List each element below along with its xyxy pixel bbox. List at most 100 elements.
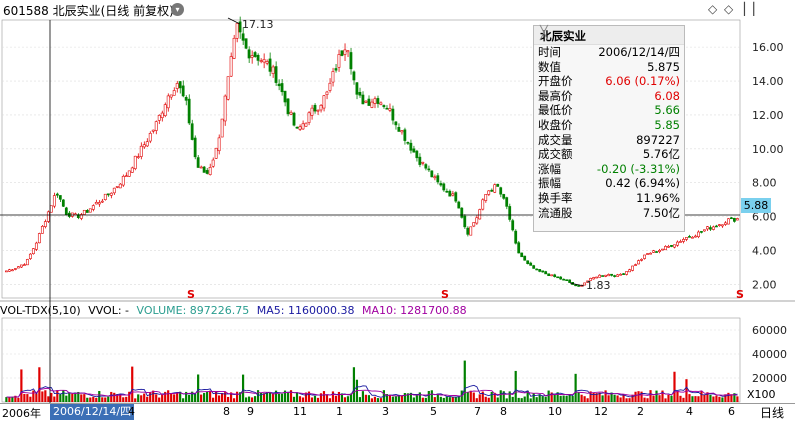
volume-bar (185, 391, 188, 402)
volume-bar (667, 394, 670, 402)
candle-body (718, 224, 721, 226)
volume-bar (50, 392, 53, 402)
candle-body (328, 82, 332, 91)
candle-body (688, 236, 691, 238)
candle-body (349, 52, 353, 70)
candle-body (691, 236, 694, 239)
candle-body (394, 121, 398, 126)
volume-bar (194, 393, 197, 402)
volume-bar (664, 398, 667, 402)
candle-body (28, 253, 32, 259)
volume-bar (640, 391, 643, 402)
candle-body (358, 91, 362, 96)
candle-body (244, 38, 248, 49)
chevron-down-icon[interactable]: ▾ (171, 3, 184, 16)
volume-bar (280, 393, 284, 402)
info-row: 最低价 5.66 (534, 103, 684, 118)
candle-body (370, 101, 374, 108)
candle-body (640, 259, 643, 261)
candle-body (625, 271, 628, 275)
candle-body (712, 226, 715, 230)
candle-body (433, 176, 437, 179)
candle-body (391, 108, 395, 121)
volume-bar (218, 395, 221, 402)
info-row: 成交量 897227 (534, 133, 684, 148)
candle-body (5, 270, 8, 273)
year-label: 2006年 (2, 407, 41, 420)
candle-body (280, 83, 284, 93)
candle-body (502, 194, 506, 199)
candle-body (355, 82, 359, 95)
volume-bar (119, 394, 122, 402)
volume-bar (598, 392, 601, 402)
info-row: 振幅 0.42 (6.94%) (534, 176, 684, 191)
volume-bar (20, 369, 23, 402)
candle-body (352, 71, 356, 81)
candle-body (91, 205, 95, 210)
volume-bar (499, 390, 502, 402)
volume-bar (730, 394, 733, 402)
candle-body (562, 278, 566, 281)
panel-toggle-icon[interactable]: ▏▏ (744, 2, 763, 16)
info-row-key: 成交额 (538, 147, 573, 162)
candle-body (592, 277, 595, 280)
candle-body (109, 192, 113, 196)
volume-bar (95, 397, 98, 402)
volume-bar (658, 395, 661, 402)
volume-bar (68, 392, 71, 402)
volume-bar (655, 390, 658, 402)
volume-bar (463, 360, 466, 402)
candle-body (232, 37, 236, 59)
volume-bar (32, 390, 35, 402)
candle-body (373, 98, 377, 104)
month-tick: 5 (430, 405, 437, 418)
candle-body (601, 275, 604, 277)
candle-body (436, 175, 440, 183)
candle-body (361, 94, 365, 105)
candle-body (595, 276, 598, 279)
candle-body (46, 211, 50, 222)
volume-bar (619, 397, 622, 402)
period-label[interactable]: 日线 (760, 406, 785, 420)
candle-body (457, 201, 461, 209)
month-tick: 4 (128, 405, 135, 418)
volume-bar (221, 393, 224, 402)
candle-body (88, 208, 92, 213)
volume-bar (388, 395, 391, 402)
volume-bar (361, 391, 365, 402)
volume-bar (604, 390, 607, 402)
diamond-outline-icon[interactable]: ◇ (724, 2, 734, 16)
candle-body (364, 100, 368, 103)
volume-bar (59, 394, 62, 402)
indicator-name[interactable]: VOL-TDX(5,10) (0, 304, 81, 317)
candle-body (529, 262, 533, 266)
volume-bar (158, 397, 161, 402)
volume-bar (334, 395, 338, 402)
candle-body (196, 157, 200, 168)
candle-body (283, 90, 287, 103)
candle-body (724, 222, 727, 225)
info-row-value: -0.20 (-3.31%) (596, 161, 680, 176)
candle-body (226, 76, 230, 100)
info-row-value: 6.08 (654, 88, 680, 103)
info-row: 开盘价 6.06 (0.17%) (534, 74, 684, 89)
volume-bar (215, 391, 218, 402)
candle-body (7, 269, 11, 272)
volume-bar (637, 391, 640, 402)
candle-body (175, 83, 179, 89)
close-icon[interactable]: ╳ (540, 26, 548, 41)
volume-bar (229, 392, 233, 402)
volume-bar (679, 395, 682, 402)
price-tick-label: 14.00 (752, 75, 784, 88)
volume-bar (451, 396, 454, 402)
diamond-icon[interactable]: ◇ (708, 2, 718, 16)
volume-header: VOL-TDX(5,10) VVOL: - VOLUME: 897226.75 … (0, 304, 760, 318)
candle-body (34, 242, 38, 250)
price-tick-label: 8.00 (752, 177, 777, 190)
info-row-key: 收盘价 (538, 117, 573, 132)
volume-bar (535, 397, 538, 402)
axes: 2.00 4.00 6.00 8.00 10.00 12.00 14.00 16.00 2000… (752, 41, 787, 385)
volume-bar (44, 390, 47, 402)
month-tick: 4 (686, 405, 693, 418)
